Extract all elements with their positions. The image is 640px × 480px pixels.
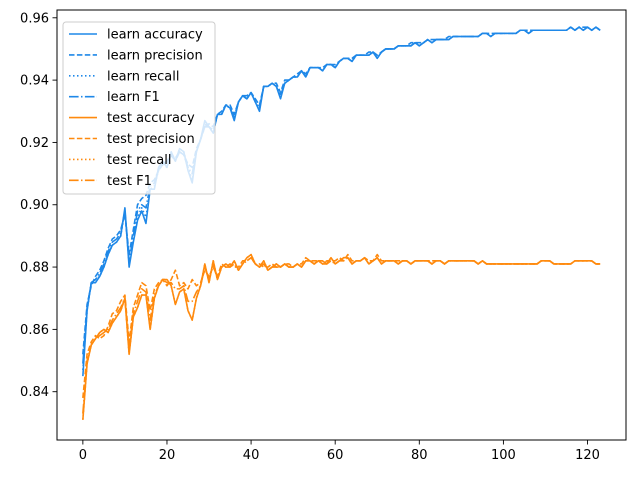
y-tick-label: 0.86 <box>20 323 49 338</box>
legend-box <box>62 21 216 195</box>
legend-label-learn-f1: learn F1 <box>107 90 160 105</box>
series-line-test-recall <box>82 253 601 420</box>
y-tick-label: 0.92 <box>20 136 49 151</box>
series-line-test-precision <box>82 253 601 399</box>
series-line-test-f1 <box>82 256 601 414</box>
legend-label-test-recall: test recall <box>107 153 172 168</box>
x-tick-label: 0 <box>79 448 87 463</box>
series-line-learn-f1 <box>82 26 601 364</box>
y-tick-label: 0.90 <box>20 198 49 213</box>
legend-label-test-accuracy: test accuracy <box>107 111 195 126</box>
x-tick-label: 100 <box>491 448 516 463</box>
x-tick-label: 40 <box>243 448 260 463</box>
x-tick-label: 80 <box>411 448 428 463</box>
y-tick-label: 0.94 <box>20 74 49 89</box>
legend-label-test-precision: test precision <box>107 132 195 147</box>
legend-label-learn-precision: learn precision <box>107 48 203 63</box>
legend-label-test-f1: test F1 <box>107 174 152 189</box>
y-tick-label: 0.88 <box>20 261 49 276</box>
x-tick-label: 60 <box>327 448 344 463</box>
x-tick-label: 120 <box>575 448 600 463</box>
y-axis: 0.84 0.86 0.88 0.90 0.92 0.94 0.96 <box>20 11 57 400</box>
x-tick-label: 20 <box>159 448 176 463</box>
x-axis: 0 20 40 60 80 100 120 <box>79 440 600 463</box>
legend-label-learn-recall: learn recall <box>107 69 179 84</box>
y-tick-label: 0.96 <box>20 11 49 26</box>
legend-label-learn-accuracy: learn accuracy <box>107 28 203 43</box>
legend: learn accuracy learn precision learn recal… <box>62 21 216 195</box>
axes-frame <box>56 9 627 441</box>
y-tick-label: 0.84 <box>20 385 49 400</box>
